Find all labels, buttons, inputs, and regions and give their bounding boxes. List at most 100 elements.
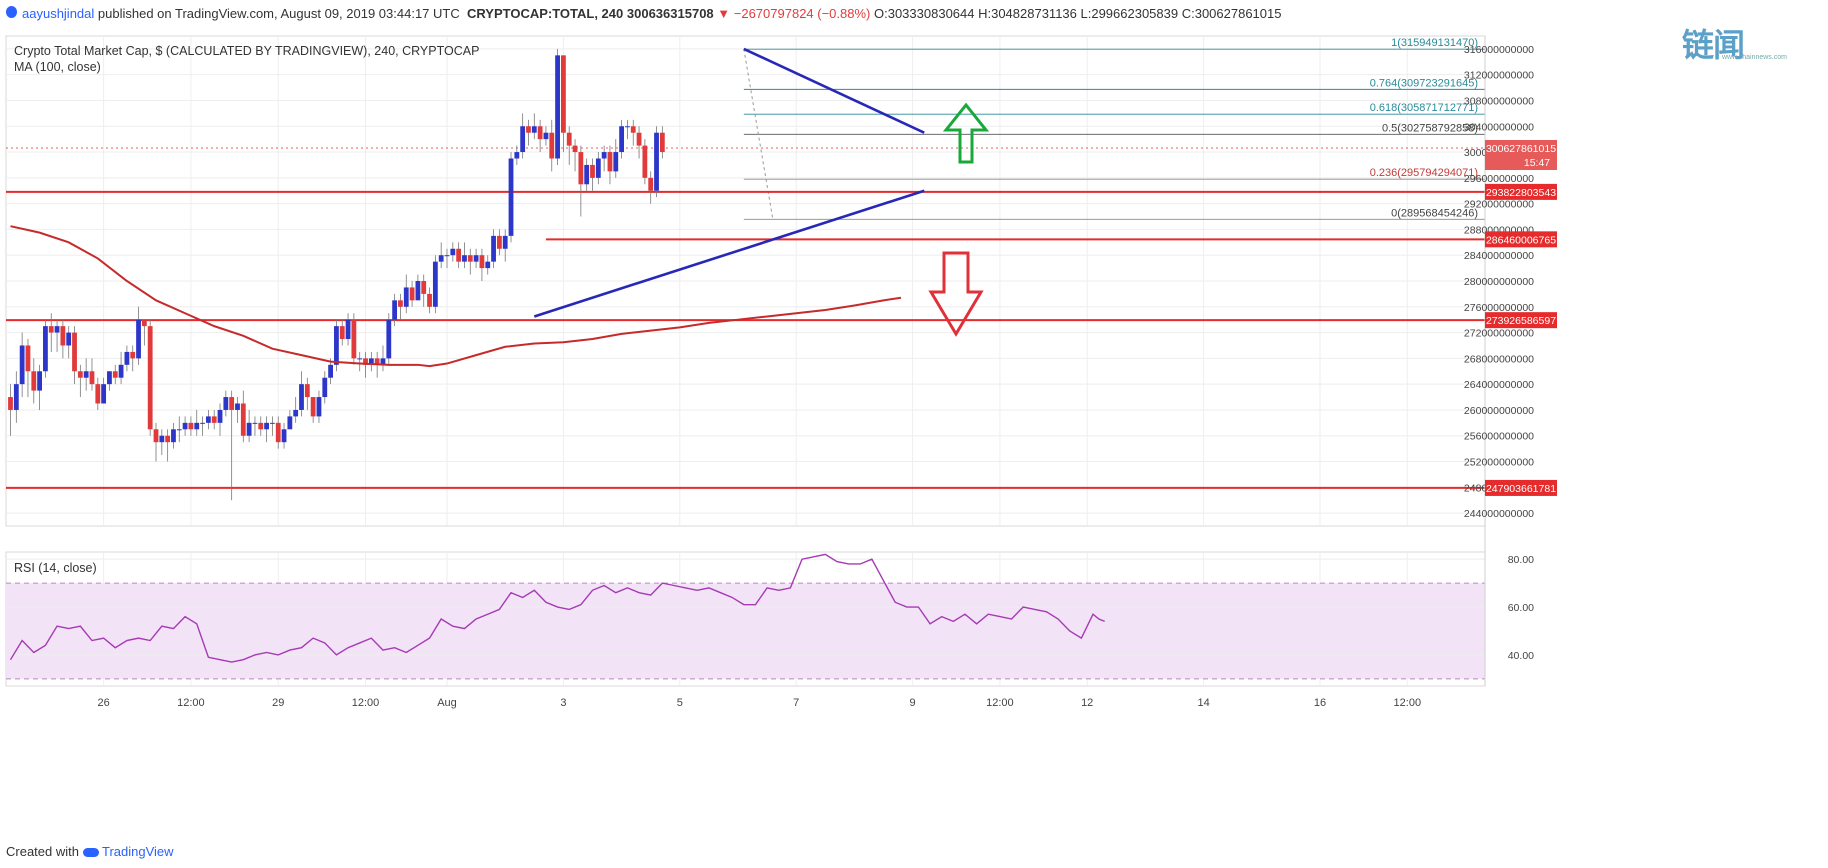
candle-body	[328, 364, 333, 378]
candle-body	[141, 319, 147, 327]
candle-body	[432, 261, 438, 307]
chart-svg[interactable]: 80.00 60.00 40.00 1(315949131470) 0.764(309…	[0, 30, 1828, 844]
candle-body	[456, 248, 462, 262]
candle-body	[194, 422, 200, 430]
candle-body	[240, 403, 246, 436]
trendline	[533, 189, 925, 318]
candle-body	[188, 422, 194, 430]
y-tick-label: 260000000000	[1464, 405, 1534, 417]
candle-body	[200, 422, 205, 424]
candle-body	[374, 358, 380, 365]
x-tick-label: 12	[1081, 697, 1093, 709]
candle-body	[118, 364, 124, 378]
time-axis: 26 12:00 29 12:00 Aug 3 5 7 9 12:00 12 14 16 12:00	[97, 697, 1421, 709]
candle-body	[31, 371, 37, 391]
fib-label: 1(315949131470)	[1391, 37, 1478, 49]
candle-body	[275, 422, 281, 443]
candle-body	[13, 384, 19, 410]
candle-body	[403, 287, 409, 307]
created-with-text: Created with	[6, 844, 79, 859]
y-tick-label: 292000000000	[1464, 199, 1534, 211]
candle-body	[636, 132, 642, 146]
candle-body	[555, 55, 560, 159]
candle-body	[229, 397, 235, 410]
candle-body	[77, 371, 83, 378]
candle-body	[473, 255, 479, 262]
candle-body	[485, 261, 491, 269]
candle-body	[159, 435, 165, 443]
candle-body	[357, 358, 363, 360]
candle-body	[467, 255, 473, 262]
candle-body	[252, 422, 258, 424]
candle-body	[491, 235, 496, 262]
rsi-tick-label: 40.00	[1508, 650, 1534, 662]
candle-body	[642, 145, 648, 178]
candle-body	[578, 152, 584, 185]
published-text: published on TradingView.com, August 09,…	[97, 6, 460, 21]
candle-body	[421, 281, 427, 294]
y-tick-label: 268000000000	[1464, 353, 1534, 365]
candle-body	[43, 326, 48, 372]
candle-body	[595, 158, 601, 178]
fib-label: 0.764(309723291645)	[1370, 77, 1478, 89]
author-link[interactable]: aayushjindal	[22, 6, 95, 21]
candle-body	[502, 235, 508, 249]
last-price: 300636315708	[626, 6, 714, 21]
candle-body	[171, 429, 176, 443]
candle-body	[334, 326, 339, 365]
candle-body	[8, 397, 13, 410]
candle-body	[72, 332, 77, 372]
up-arrow-icon	[942, 102, 990, 164]
candle-body	[19, 345, 25, 385]
y-tick-label: 244000000000	[1464, 508, 1534, 520]
indicator-label: MA (100, close)	[14, 60, 101, 74]
y-tick-label: 296000000000	[1464, 173, 1534, 185]
candle-body	[444, 255, 450, 257]
candle-body	[287, 416, 293, 430]
candle-body	[392, 300, 398, 320]
candle-body	[270, 422, 275, 424]
candle-body	[409, 287, 415, 301]
y-tick-label: 252000000000	[1464, 457, 1534, 469]
candle-body	[450, 248, 456, 256]
trendlines	[533, 47, 925, 318]
candle-body	[112, 371, 118, 378]
candle-body	[101, 384, 107, 404]
candle-body	[520, 126, 526, 153]
candle-body	[659, 132, 665, 153]
y-tick-label: 276000000000	[1464, 302, 1534, 314]
watermark-subtext: www.chainnews.com	[1722, 54, 1787, 61]
chart-title: Crypto Total Market Cap, $ (CALCULATED B…	[14, 44, 479, 58]
fib-label: 0.5(302758792858)	[1382, 122, 1478, 134]
y-tick-label: 284000000000	[1464, 250, 1534, 262]
x-tick-label: 9	[910, 697, 916, 709]
current-price-label: 300627861015	[1486, 143, 1556, 155]
candle-body	[386, 319, 392, 359]
candle-body	[654, 132, 659, 191]
candle-body	[37, 371, 42, 391]
ma-100-line	[10, 225, 902, 368]
fib-label: 0.236(295794294071)	[1370, 167, 1478, 179]
x-tick-label: 14	[1197, 697, 1209, 709]
candle-body	[368, 358, 374, 365]
candle-body	[304, 384, 310, 398]
candle-body	[508, 158, 514, 236]
candle-body	[264, 422, 269, 430]
symbol-label: CRYPTOCAP:TOTAL, 240	[466, 6, 624, 21]
tradingview-link[interactable]: TradingView	[102, 844, 174, 859]
candle-body	[537, 126, 543, 140]
rsi-panel: 80.00 60.00 40.00	[6, 553, 1534, 680]
y-tick-label: 272000000000	[1464, 328, 1534, 340]
moving-average	[10, 225, 902, 368]
x-tick-label: 7	[793, 697, 799, 709]
candle-body	[281, 429, 287, 443]
y-tick-label: 312000000000	[1464, 70, 1534, 82]
rsi-line	[9, 553, 1105, 663]
candle-body	[299, 384, 304, 410]
ohlc-values: O:303330830644 H:304828731136 L:29966230…	[874, 6, 1282, 21]
candle-body	[246, 422, 252, 436]
candle-body	[619, 126, 624, 153]
y-tick-label: 316000000000	[1464, 44, 1534, 56]
candle-body	[136, 319, 141, 359]
candle-body	[310, 397, 316, 417]
